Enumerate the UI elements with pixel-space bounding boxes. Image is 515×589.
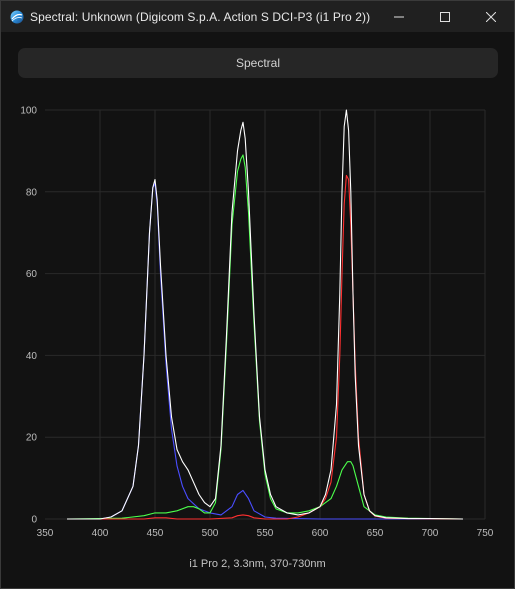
window-controls xyxy=(376,1,514,32)
title-bar[interactable]: Spectral: Unknown (Digicom S.p.A. Action… xyxy=(1,1,514,32)
x-tick-label: 400 xyxy=(92,528,109,539)
x-tick-label: 600 xyxy=(312,528,329,539)
y-tick-label: 80 xyxy=(26,187,38,198)
x-axis-label: i1 Pro 2, 3.3nm, 370-730nm xyxy=(189,558,326,570)
chart-svg: 350 400 450 500 550 600 650 700 750 0 20 40 60 80 100 xyxy=(20,106,494,540)
x-tick-label: 550 xyxy=(257,528,274,539)
header-label: Spectral xyxy=(235,56,281,70)
window-title: Spectral: Unknown (Digicom S.p.A. Action… xyxy=(30,9,371,24)
minimize-button[interactable] xyxy=(376,1,422,32)
x-tick-label: 650 xyxy=(367,528,384,539)
x-tick-label: 450 xyxy=(147,528,164,539)
x-tick-label: 350 xyxy=(37,528,54,539)
close-button[interactable] xyxy=(468,1,514,32)
y-tick-label: 100 xyxy=(20,106,37,117)
spectral-header: Spectral xyxy=(18,48,498,78)
x-tick-label: 750 xyxy=(477,528,494,539)
x-tick-label: 500 xyxy=(202,528,219,539)
spectral-chart: 350 400 450 500 550 600 650 700 750 0 20 40 60 80 100 xyxy=(1,91,514,561)
y-tick-label: 0 xyxy=(31,515,37,526)
series-line xyxy=(67,109,464,520)
y-tick-label: 60 xyxy=(26,269,38,280)
minimize-icon xyxy=(394,16,404,17)
y-tick-label: 40 xyxy=(26,351,38,362)
maximize-icon xyxy=(440,11,450,22)
x-tick-label: 700 xyxy=(422,528,439,539)
y-tick-label: 20 xyxy=(26,433,38,444)
app-logo-icon xyxy=(10,10,24,23)
maximize-button[interactable] xyxy=(422,1,468,32)
close-icon xyxy=(486,11,496,22)
